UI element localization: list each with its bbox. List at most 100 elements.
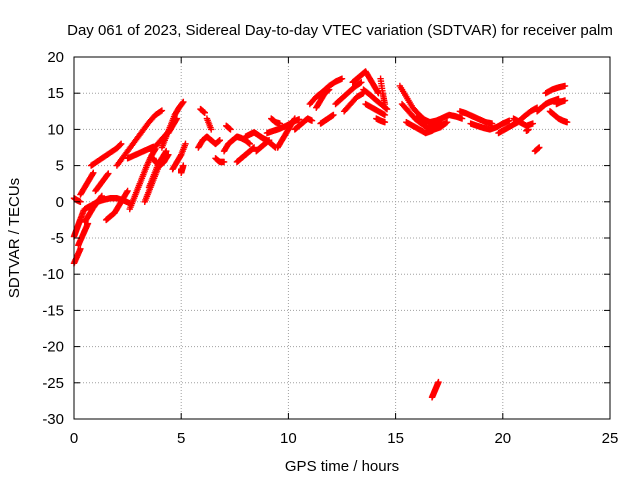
grid bbox=[74, 57, 610, 419]
series-arc-37 bbox=[317, 111, 337, 127]
data-point bbox=[561, 97, 569, 104]
series-arc-20 bbox=[169, 140, 189, 173]
series-arc-19 bbox=[165, 115, 181, 137]
data-point bbox=[442, 119, 450, 127]
y-tick-label: -10 bbox=[42, 266, 64, 283]
y-tick-label: -20 bbox=[42, 339, 64, 356]
data-point bbox=[265, 137, 273, 144]
series-arc-53 bbox=[533, 95, 562, 115]
series-arc-04 bbox=[75, 220, 92, 249]
data-point bbox=[358, 79, 365, 86]
series-arc-58 bbox=[523, 126, 532, 135]
chart-title: Day 061 of 2023, Sidereal Day-to-day VTE… bbox=[67, 22, 613, 39]
x-axis-label: GPS time / hours bbox=[285, 458, 399, 475]
data-point bbox=[172, 116, 180, 123]
data-point bbox=[381, 111, 389, 119]
series-arc-08 bbox=[81, 192, 106, 226]
data-point bbox=[357, 79, 364, 87]
data-point bbox=[381, 118, 389, 126]
data-point bbox=[220, 158, 228, 166]
x-tick-label: 5 bbox=[177, 430, 185, 447]
y-tick-label: -30 bbox=[42, 411, 64, 428]
series-arc-21 bbox=[178, 162, 187, 177]
data-point bbox=[201, 109, 208, 116]
data-point bbox=[158, 107, 166, 114]
series-arc-34 bbox=[291, 115, 316, 133]
series-arc-57 bbox=[531, 144, 543, 155]
series-arc-47 bbox=[403, 118, 442, 137]
x-tick-label: 15 bbox=[387, 430, 404, 447]
data-point bbox=[290, 116, 298, 123]
series-arc-36 bbox=[313, 86, 333, 111]
series-arc-43 bbox=[373, 115, 389, 126]
data-point bbox=[536, 144, 543, 151]
data-point bbox=[124, 187, 131, 195]
series-arc-59 bbox=[428, 378, 442, 401]
series-arc-52 bbox=[510, 115, 537, 129]
series-arc-24 bbox=[203, 115, 215, 133]
data-point bbox=[123, 188, 131, 196]
data-point bbox=[435, 378, 442, 386]
data-point bbox=[173, 115, 181, 122]
data-point bbox=[291, 115, 299, 122]
data-point bbox=[182, 140, 189, 148]
series-arc-28 bbox=[223, 122, 234, 133]
data-point bbox=[97, 193, 105, 201]
series-arc-54 bbox=[542, 82, 569, 97]
series-arc-27 bbox=[233, 144, 258, 166]
data-point bbox=[250, 144, 258, 151]
series-arc-56 bbox=[553, 97, 569, 108]
y-tick-label: 10 bbox=[47, 121, 64, 138]
y-tick-label: -25 bbox=[42, 375, 64, 392]
data-point bbox=[561, 82, 569, 90]
series-arc-26 bbox=[220, 133, 254, 155]
series-arc-09 bbox=[102, 187, 131, 224]
y-tick-label: -15 bbox=[42, 302, 64, 319]
series-arc-10 bbox=[92, 170, 112, 195]
data-point bbox=[325, 86, 333, 93]
data-point bbox=[434, 123, 441, 130]
data-point bbox=[77, 245, 84, 253]
data-point bbox=[180, 162, 187, 169]
y-tick-label: 5 bbox=[56, 158, 64, 175]
data-point bbox=[246, 140, 254, 148]
series-arc-42 bbox=[362, 100, 389, 119]
data-point bbox=[117, 141, 124, 148]
x-tick-label: 20 bbox=[494, 430, 511, 447]
data-point bbox=[104, 171, 111, 178]
data-point bbox=[381, 100, 389, 108]
data-point bbox=[443, 118, 451, 126]
series-arc-25 bbox=[212, 155, 228, 166]
series-arc-32 bbox=[268, 115, 284, 127]
data-point bbox=[165, 151, 172, 158]
series-arc-55 bbox=[546, 108, 571, 126]
data-point bbox=[89, 170, 96, 178]
x-tick-label: 0 bbox=[70, 430, 78, 447]
series-arc-48 bbox=[413, 111, 466, 126]
data-point bbox=[276, 120, 284, 127]
data-point bbox=[374, 88, 381, 96]
data-point bbox=[208, 126, 215, 133]
data-point bbox=[227, 126, 234, 133]
data-point bbox=[90, 169, 97, 177]
series-arc-50 bbox=[467, 117, 513, 133]
data-point bbox=[338, 75, 346, 82]
series-arc-30 bbox=[253, 137, 273, 155]
series-arc-05 bbox=[77, 169, 97, 198]
series-arc-02 bbox=[70, 207, 87, 240]
data-point bbox=[563, 118, 571, 126]
series-arc-17 bbox=[150, 151, 172, 169]
data-point bbox=[157, 108, 165, 115]
y-axis-label: SDTVAR / TECUs bbox=[6, 178, 23, 298]
data-point bbox=[164, 152, 171, 160]
y-tick-label: 0 bbox=[56, 194, 64, 211]
data-point bbox=[180, 98, 187, 106]
y-tick-label: 15 bbox=[47, 85, 64, 102]
series-arc-22 bbox=[195, 133, 223, 151]
data-point bbox=[529, 120, 537, 127]
y-tick-label: 20 bbox=[47, 49, 64, 66]
data-point bbox=[308, 117, 316, 124]
series-arc-33 bbox=[274, 115, 299, 151]
data-point bbox=[179, 99, 186, 107]
